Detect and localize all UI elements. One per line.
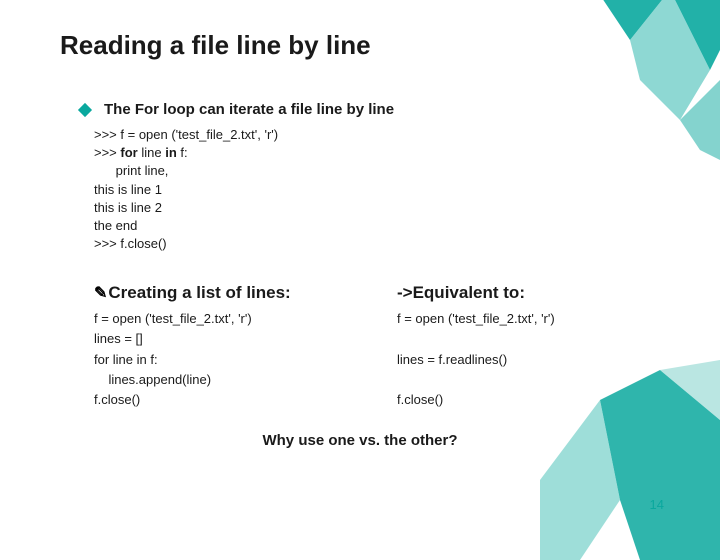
left-column: ✎ Creating a list of lines: f = open ('t… <box>94 283 357 410</box>
code-line <box>397 370 660 390</box>
code-line: lines.append(line) <box>94 370 357 390</box>
bullet-1: The For loop can iterate a file line by … <box>80 101 660 118</box>
code-line: lines = [] <box>94 329 357 349</box>
question-text: Why use one vs. the other? <box>60 432 660 449</box>
slide-title: Reading a file line by line <box>60 30 660 61</box>
left-code: f = open ('test_file_2.txt', 'r') lines … <box>94 309 357 410</box>
two-columns: ✎ Creating a list of lines: f = open ('t… <box>94 283 660 410</box>
code-line: the end <box>94 217 660 235</box>
code-line: for line in f: <box>94 350 357 370</box>
code-line: lines = f.readlines() <box>397 350 660 370</box>
slide-content: Reading a file line by line The For loop… <box>0 0 720 469</box>
right-column: ->Equivalent to: f = open ('test_file_2.… <box>397 283 660 410</box>
code-line: >>> for line in f: <box>94 144 660 162</box>
code-line: this is line 2 <box>94 199 660 217</box>
diamond-bullet-icon <box>78 102 92 116</box>
code-line: >>> f.close() <box>94 235 660 253</box>
page-number: 14 <box>650 497 664 512</box>
code-line <box>397 329 660 349</box>
code-line: >>> f = open ('test_file_2.txt', 'r') <box>94 126 660 144</box>
code-line: f.close() <box>94 390 357 410</box>
code-line: f = open ('test_file_2.txt', 'r') <box>94 309 357 329</box>
scribble-bullet-icon: ✎ <box>94 283 105 303</box>
code-line: print line, <box>94 162 660 180</box>
code-block-1: >>> f = open ('test_file_2.txt', 'r') >>… <box>94 126 660 253</box>
code-line: f.close() <box>397 390 660 410</box>
code-line: this is line 1 <box>94 181 660 199</box>
right-col-heading: ->Equivalent to: <box>397 283 660 303</box>
code-line: f = open ('test_file_2.txt', 'r') <box>397 309 660 329</box>
right-code: f = open ('test_file_2.txt', 'r') lines … <box>397 309 660 410</box>
bullet-1-text: The For loop can iterate a file line by … <box>104 101 394 118</box>
left-col-heading: ✎ Creating a list of lines: <box>94 283 357 303</box>
